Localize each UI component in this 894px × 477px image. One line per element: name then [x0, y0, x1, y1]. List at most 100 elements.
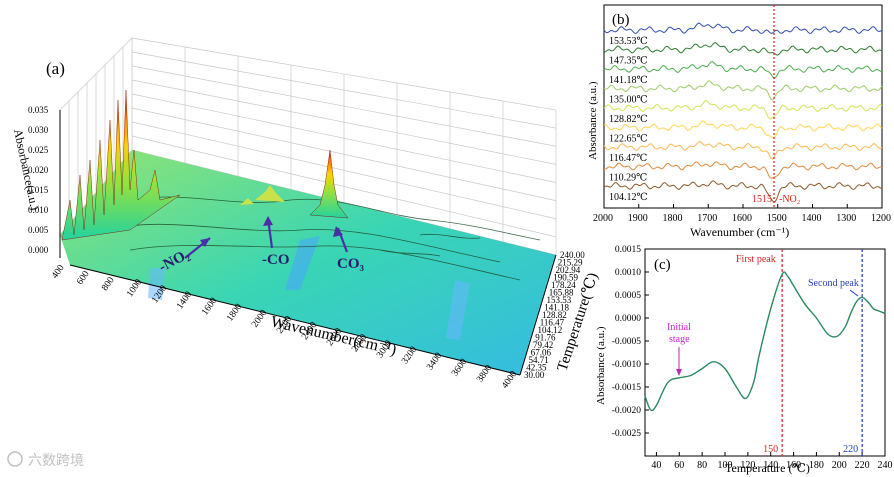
- panel-b-series-line: [603, 100, 883, 120]
- panel-a-x-tick: 400: [50, 263, 67, 281]
- panel-c-y-tick: -0.0010: [612, 360, 642, 370]
- panel-a-z-tick: 0.010: [28, 205, 49, 215]
- panel-a-annotation-co3: CO₃: [333, 226, 365, 272]
- panel-c-vline-label: 150: [763, 444, 778, 455]
- panel-b-x-tick: 1400: [802, 213, 822, 224]
- watermark-text: 六数跨境: [28, 453, 84, 469]
- panel-a-y-tick: 202.94: [556, 265, 581, 275]
- panel-b-series-name: 128.82℃: [609, 114, 648, 125]
- panel-a-y-tick: 165.88: [549, 288, 574, 298]
- panel-a-y-tick: 79.42: [533, 340, 553, 350]
- panel-b-series-line: [603, 180, 883, 203]
- panel-a-label: (a): [46, 59, 65, 78]
- panel-c-frame: [644, 248, 886, 457]
- panel-a: 400 600 800 1000 1200 1400 1600 1800 2000 2200 240…: [11, 37, 601, 391]
- panel-c-annot-first-peak: First peak: [736, 254, 776, 265]
- panel-a-y-tick: 128.82: [542, 310, 567, 320]
- panel-b-series-line: [603, 42, 883, 56]
- panel-a-z-tick: 0.015: [28, 185, 49, 195]
- panel-a-annot-co-text: -CO: [262, 252, 290, 268]
- panel-c-x-tick: 60: [674, 460, 684, 471]
- panel-c-x-tick: 140: [763, 460, 778, 471]
- panel-b-label: (b): [612, 12, 630, 28]
- panel-a-y-tick: 190.59: [553, 273, 578, 283]
- panel-c-label: (c): [654, 257, 671, 273]
- panel-b-series-name: 110.29℃: [609, 173, 647, 184]
- panel-b-x-tick: 1200: [871, 213, 891, 224]
- panel-a-z-tick: 0.035: [28, 105, 49, 115]
- panel-b-series-name: 147.35℃: [609, 56, 648, 67]
- panel-a-axes: [59, 110, 557, 376]
- panel-a-z-tick: 0.020: [28, 165, 49, 175]
- panel-b-xlabel: Wavenumber (cm⁻¹): [690, 225, 789, 239]
- panel-a-y-tick: 30.00: [524, 370, 545, 380]
- panel-c-y-tick: 0.0000: [615, 314, 641, 324]
- panel-a-back-wall: [59, 37, 557, 256]
- panel-b-series-name: 141.18℃: [609, 75, 648, 86]
- panel-c-x-tick: 220: [855, 460, 870, 471]
- panel-b-x-tick: 1700: [697, 213, 717, 224]
- panel-a-floor-streaks: [148, 236, 470, 340]
- panel-a-y-tick: 104.12: [538, 325, 563, 335]
- panel-a-y-tick: 215.29: [558, 258, 583, 268]
- panel-c-y-tick: 0.0005: [615, 291, 641, 301]
- panel-c-annot-initial-1: Initial: [667, 322, 691, 333]
- panel-b-x-tick: 1600: [732, 213, 752, 224]
- panel-c-x-tick: 180: [809, 460, 824, 471]
- panel-a-z-tick: 0.030: [28, 125, 49, 135]
- panel-c-y-tick: -0.0020: [612, 406, 642, 416]
- panel-a-y-tick: 54.71: [529, 355, 549, 365]
- panel-a-x-tick: 600: [75, 269, 92, 287]
- panel-b-series-name: 122.65℃: [609, 134, 648, 145]
- panel-b-series-name: 104.12℃: [609, 192, 648, 203]
- panel-c-annot-initial-2: stage: [669, 334, 690, 345]
- panel-c-ylabel: Absorbance (a.u.): [595, 326, 607, 405]
- panel-c-series-line: [644, 271, 886, 412]
- panel-a-y-tick: 141.18: [544, 303, 569, 313]
- panel-b-series-line: [603, 22, 883, 34]
- panel-b-series-name: 135.00℃: [609, 95, 648, 106]
- panel-c-y-tick: -0.0025: [612, 429, 642, 439]
- panel-c-y-tick: 0.0010: [615, 268, 641, 278]
- panel-c-y-tick: 0.0015: [615, 245, 641, 255]
- panel-b-x-tick: 1300: [836, 213, 856, 224]
- panel-b: 1515 -NO₂ (b) 153.53℃ 147.35℃ 141.18℃ 135.0…: [587, 4, 891, 239]
- panel-a-z-tick: 0.000: [28, 245, 49, 255]
- panel-b-series-line: [603, 140, 883, 160]
- panel-a-x-tick: 800: [100, 275, 117, 293]
- panel-c-x-tick: 80: [697, 460, 707, 471]
- panel-a-y-tick: 42.35: [526, 363, 547, 373]
- panel-a-y-tick: 153.53: [547, 295, 572, 305]
- panel-b-series-name: 116.47℃: [609, 153, 647, 164]
- panel-b-x-tick: 2000: [593, 213, 613, 224]
- panel-a-z-tick: 0.005: [28, 225, 49, 235]
- panel-b-x-tick: 1500: [767, 213, 787, 224]
- panel-c-x-tick: 200: [832, 460, 847, 471]
- panel-c-x-tick: 240: [878, 460, 893, 471]
- panel-b-series-line: [604, 161, 883, 179]
- panel-b-marker-label: -NO₂: [779, 194, 800, 205]
- panel-c-annot-second-peak: Second peak: [808, 278, 859, 289]
- panel-b-x-tick: 1900: [628, 213, 648, 224]
- panel-c-arrowhead-initial: [676, 369, 682, 376]
- panel-c-x-tick: 120: [740, 460, 755, 471]
- panel-a-contours: [109, 196, 541, 281]
- panel-a-y-tick: 67.06: [531, 348, 552, 358]
- panel-a-y-tick: 91.76: [535, 333, 556, 343]
- panel-a-y-tick: 240.00: [560, 250, 585, 260]
- panel-b-series-line: [603, 80, 883, 101]
- panel-a-grid-line: [131, 93, 557, 183]
- panel-a-y-tick: 178.24: [551, 280, 576, 290]
- panel-a-grid-line: [131, 135, 557, 238]
- panel-c-x-tick: 100: [718, 460, 733, 471]
- panel-a-grid-line: [131, 121, 557, 220]
- panel-c-vline-label: 220: [843, 444, 858, 455]
- panel-a-z-tick: 0.025: [28, 145, 49, 155]
- panel-c-x-tick: 40: [651, 460, 661, 471]
- panel-c-y-tick: -0.0005: [612, 337, 642, 347]
- panel-b-marker-text: 1515: [752, 194, 772, 205]
- panel-b-x-tick: 1800: [663, 213, 683, 224]
- panel-a-peaks: [61, 89, 349, 241]
- panel-c-y-tick: -0.0015: [612, 383, 642, 393]
